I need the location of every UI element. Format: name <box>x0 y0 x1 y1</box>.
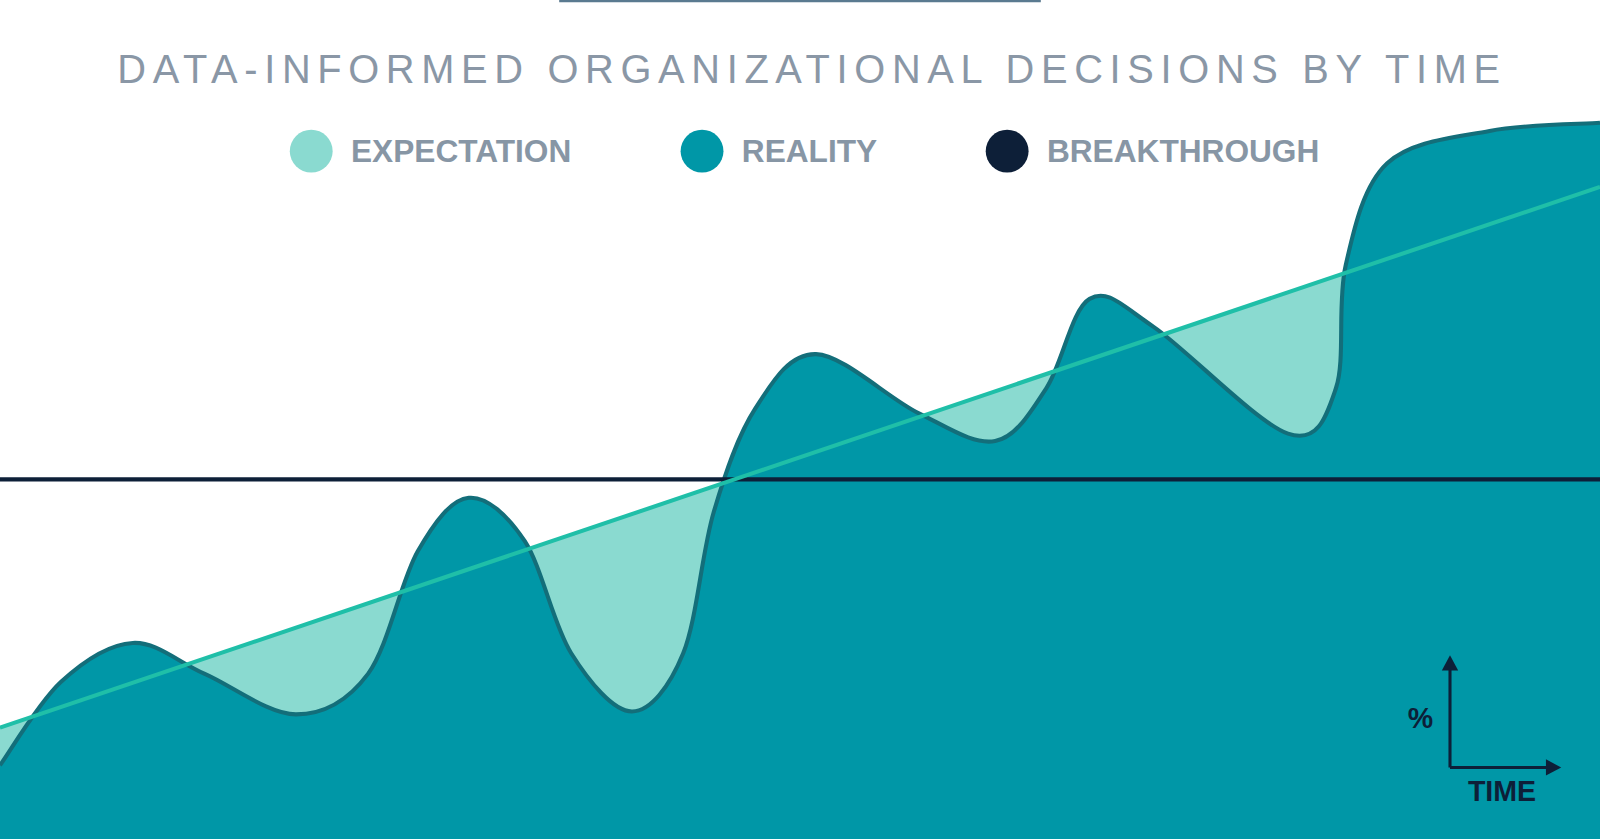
legend-swatch <box>290 130 333 173</box>
chart: DATA-INFORMED ORGANIZATIONAL DECISIONS B… <box>0 0 1600 839</box>
chart-root: DATA-INFORMED ORGANIZATIONAL DECISIONS B… <box>0 0 1600 839</box>
axis-lines <box>1450 665 1551 767</box>
legend-label: REALITY <box>742 133 877 169</box>
x-axis-label: TIME <box>1468 775 1536 807</box>
plot-area <box>0 123 1600 839</box>
y-axis-label: % <box>1408 702 1433 734</box>
legend-label: EXPECTATION <box>351 133 571 169</box>
legend-label: BREAKTHROUGH <box>1047 133 1319 169</box>
axis-icon <box>1442 655 1561 775</box>
breakthrough-line <box>0 477 1600 481</box>
reality-area <box>0 123 1600 839</box>
legend-swatch <box>986 130 1029 173</box>
axis-arrow <box>1546 759 1561 775</box>
title: DATA-INFORMED ORGANIZATIONAL DECISIONS B… <box>117 47 1500 91</box>
top-rule <box>559 0 1041 2</box>
legend-swatch <box>681 130 724 173</box>
reality-outline <box>0 123 1600 765</box>
expectation-line <box>0 187 1600 728</box>
axis-arrow <box>1442 655 1458 670</box>
